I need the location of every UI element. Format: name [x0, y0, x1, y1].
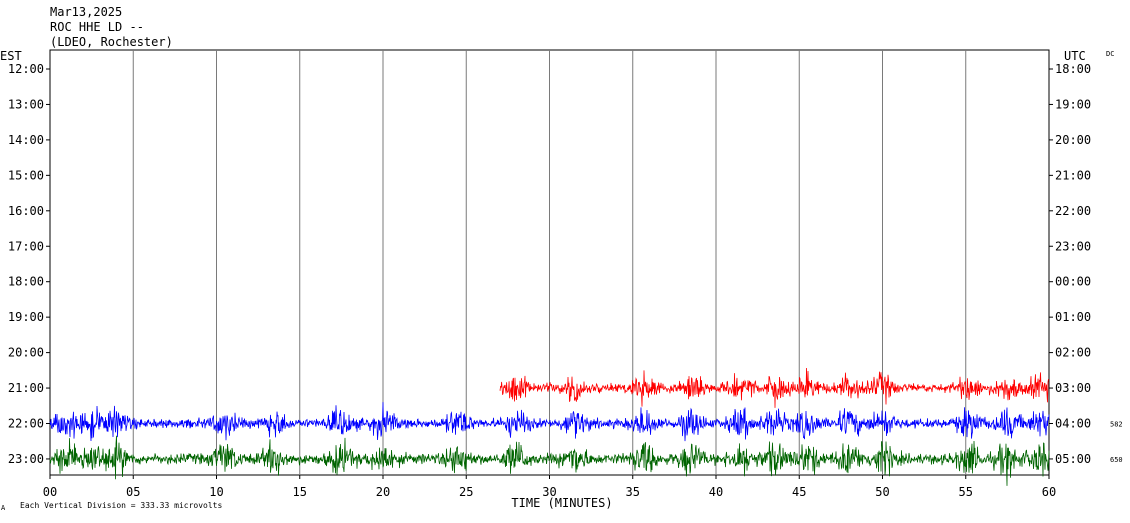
seismic-trace — [49, 435, 1050, 486]
trace-offset-labels: 582 650 — [1110, 421, 1123, 464]
trace-group — [49, 367, 1050, 486]
x-tick-label: 20 — [376, 485, 390, 499]
x-axis-title: TIME (MINUTES) — [511, 496, 612, 510]
left-time-label: 17:00 — [8, 239, 44, 253]
grid-lines — [132, 50, 967, 475]
left-time-label: 16:00 — [8, 204, 44, 218]
right-time-label: 05:00 — [1055, 452, 1091, 466]
right-time-label: 04:00 — [1055, 417, 1091, 431]
footer-note: Each Vertical Division = 333.33 microvol… — [20, 501, 222, 510]
left-time-label: 13:00 — [8, 97, 44, 111]
x-tick-label: 50 — [875, 485, 889, 499]
right-time-label: 19:00 — [1055, 97, 1091, 111]
right-time-label: 01:00 — [1055, 310, 1091, 324]
x-tick-label: 10 — [209, 485, 223, 499]
right-time-label: 03:00 — [1055, 381, 1091, 395]
right-time-label: 00:00 — [1055, 275, 1091, 289]
right-zone-label: UTC — [1064, 49, 1086, 63]
seismic-trace — [499, 367, 1049, 408]
right-time-label: 02:00 — [1055, 346, 1091, 360]
left-time-label: 15:00 — [8, 168, 44, 182]
right-time-axis: 18:00 19:00 20:00 21:00 22:00 23:00 00:00 01:00… — [1049, 62, 1091, 466]
header-channel: ROC HHE LD -- — [50, 20, 144, 34]
x-tick-label: 25 — [459, 485, 473, 499]
left-zone-label: EST — [0, 49, 22, 63]
left-time-label: 22:00 — [8, 417, 44, 431]
x-tick-label: 30 — [542, 485, 556, 499]
dc-label: DC — [1106, 50, 1114, 58]
x-tick-label: 60 — [1042, 485, 1056, 499]
header-date: Mar13,2025 — [50, 5, 122, 19]
left-time-label: 21:00 — [8, 381, 44, 395]
left-time-label: 12:00 — [8, 62, 44, 76]
x-tick-label: 35 — [626, 485, 640, 499]
x-tick-label: 15 — [293, 485, 307, 499]
seismic-trace — [49, 402, 1050, 442]
x-tick-label: 55 — [959, 485, 973, 499]
right-time-label: 20:00 — [1055, 133, 1091, 147]
right-time-label: 18:00 — [1055, 62, 1091, 76]
left-time-label: 20:00 — [8, 346, 44, 360]
left-time-label: 14:00 — [8, 133, 44, 147]
left-time-axis: 12:00 13:00 14:00 15:00 16:00 17:00 18:00 19:00… — [8, 62, 50, 466]
x-tick-label: 45 — [792, 485, 806, 499]
right-time-label: 22:00 — [1055, 204, 1091, 218]
x-tick-label: 40 — [709, 485, 723, 499]
left-time-label: 19:00 — [8, 310, 44, 324]
right-time-label: 23:00 — [1055, 239, 1091, 253]
header-source: (LDEO, Rochester) — [50, 35, 173, 49]
x-axis: 00 05 10 15 20 25 30 35 40 45 50 55 60 — [43, 475, 1056, 499]
right-time-label: 21:00 — [1055, 168, 1091, 182]
left-time-label: 18:00 — [8, 275, 44, 289]
footer-mark: A — [1, 504, 6, 512]
x-tick-label: 05 — [126, 485, 140, 499]
trace-offset-value: 650 — [1110, 456, 1123, 464]
trace-offset-value: 582 — [1110, 421, 1123, 429]
left-time-label: 23:00 — [8, 452, 44, 466]
x-tick-label: 00 — [43, 485, 57, 499]
